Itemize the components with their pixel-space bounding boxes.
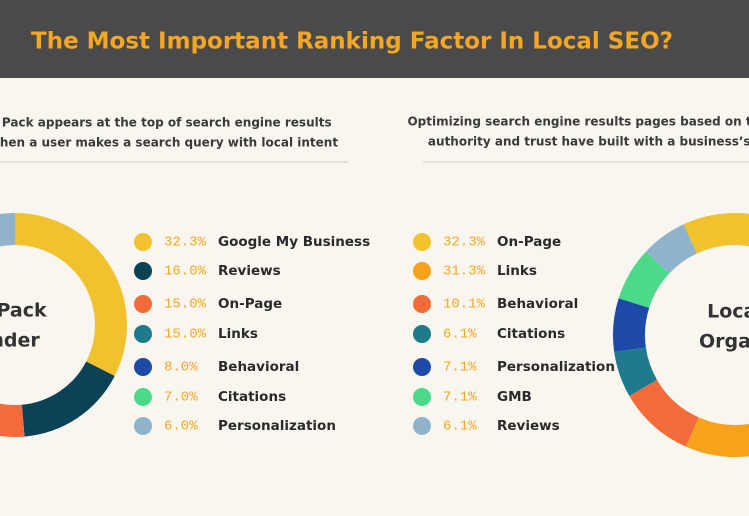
- value-label: 6.0%: [164, 419, 198, 435]
- center-label: Organi: [699, 331, 749, 353]
- legend-label: GMB: [497, 389, 532, 405]
- legend-label: Personalization: [497, 359, 615, 375]
- value-label: 16.0%: [164, 264, 207, 280]
- legend-swatch: [134, 358, 152, 376]
- legend-label: Behavioral: [497, 296, 578, 312]
- legend-swatch: [413, 233, 431, 251]
- legend-label: Reviews: [218, 263, 281, 279]
- legend-swatch: [413, 325, 431, 343]
- legend-swatch: [134, 262, 152, 280]
- legend-label: Citations: [497, 326, 565, 342]
- legend-swatch: [413, 262, 431, 280]
- value-label: 15.0%: [164, 327, 207, 343]
- value-label: 7.1%: [443, 390, 477, 406]
- center-label: l Pack: [0, 300, 47, 322]
- value-label: 7.0%: [164, 390, 198, 406]
- donut-segment: [614, 347, 658, 396]
- donut-segment: [629, 379, 699, 447]
- legend-label: Personalization: [218, 418, 336, 434]
- donut-segment: [685, 417, 749, 457]
- center-label: nder: [0, 330, 40, 352]
- legend-swatch: [134, 417, 152, 435]
- legend-label: Links: [497, 263, 537, 279]
- legend-swatch: [134, 325, 152, 343]
- legend-swatch: [134, 233, 152, 251]
- legend-swatch: [134, 295, 152, 313]
- value-label: 7.1%: [443, 360, 477, 376]
- value-label: 6.1%: [443, 327, 477, 343]
- description: cal Pack appears at the top of search en…: [0, 116, 332, 130]
- donut-segment: [613, 298, 650, 352]
- value-label: 32.3%: [164, 235, 207, 251]
- description: Optimizing search engine results pages b…: [407, 115, 749, 129]
- legend-label: Reviews: [497, 418, 560, 434]
- legend-label: On-Page: [218, 296, 282, 312]
- legend-swatch: [413, 388, 431, 406]
- legend-swatch: [413, 295, 431, 313]
- donut-segment: [683, 213, 749, 254]
- donut-segment: [21, 361, 115, 437]
- legend-swatch: [413, 417, 431, 435]
- donut-segment: [15, 213, 127, 377]
- value-label: 31.3%: [443, 264, 486, 280]
- center-label: Local: [707, 301, 749, 323]
- legend-label: On-Page: [497, 234, 561, 250]
- title: The Most Important Ranking Factor In Loc…: [31, 29, 673, 55]
- donut-segment: [645, 224, 697, 274]
- donut-segment: [618, 251, 670, 308]
- value-label: 8.0%: [164, 360, 198, 376]
- legend-label: Links: [218, 326, 258, 342]
- description: authority and trust have built with a bu…: [428, 135, 749, 149]
- value-label: 10.1%: [443, 297, 486, 313]
- legend-swatch: [413, 358, 431, 376]
- legend-label: Behavioral: [218, 359, 299, 375]
- value-label: 15.0%: [164, 297, 207, 313]
- donut-segment: [0, 403, 25, 437]
- header-bar: [0, 0, 749, 78]
- legend-label: Google My Business: [218, 234, 370, 250]
- value-label: 6.1%: [443, 419, 477, 435]
- description: s) when a user makes a search query with…: [0, 136, 338, 150]
- value-label: 32.3%: [443, 235, 486, 251]
- legend-swatch: [134, 388, 152, 406]
- legend-label: Citations: [218, 389, 286, 405]
- donut-segment: [0, 213, 15, 247]
